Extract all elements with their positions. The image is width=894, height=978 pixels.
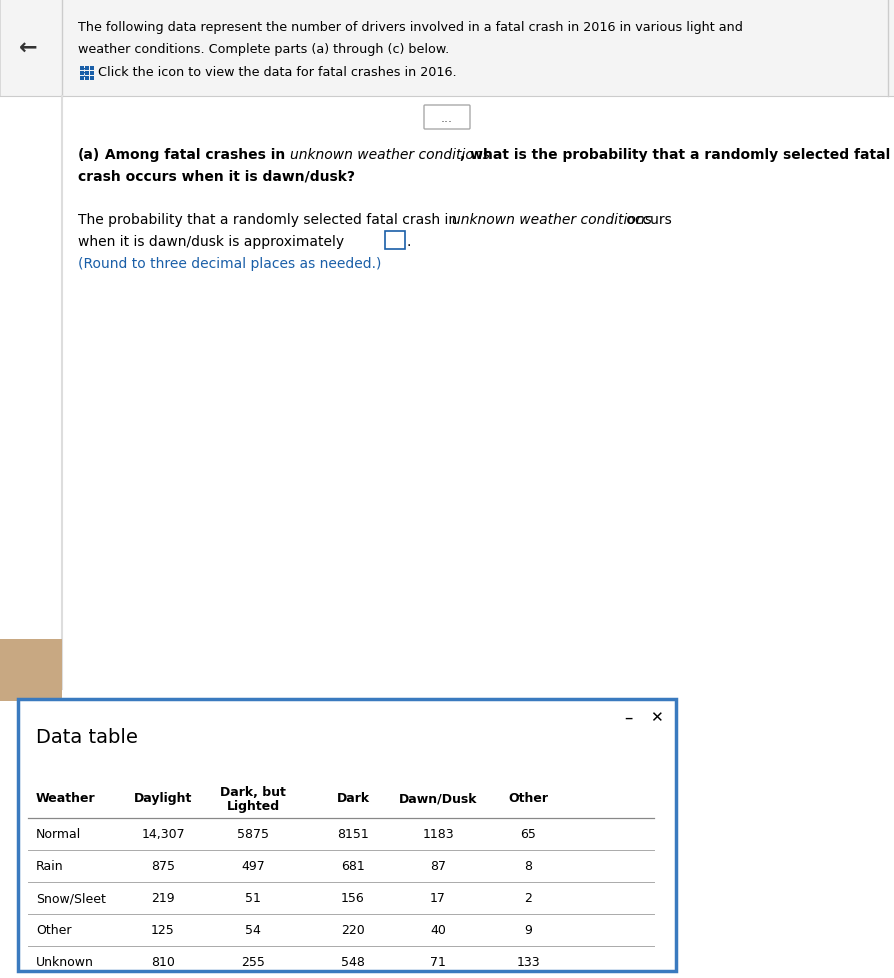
Text: 17: 17 xyxy=(430,892,446,905)
Text: 71: 71 xyxy=(430,956,446,968)
Text: 54: 54 xyxy=(245,923,261,937)
Bar xyxy=(80,67,84,71)
Text: Weather: Weather xyxy=(36,791,96,805)
Text: 65: 65 xyxy=(520,827,536,841)
Text: 8: 8 xyxy=(524,860,532,872)
Text: Unknown: Unknown xyxy=(36,956,94,968)
Text: 681: 681 xyxy=(342,860,365,872)
Text: weather conditions. Complete parts (a) through (c) below.: weather conditions. Complete parts (a) t… xyxy=(78,43,450,57)
Text: 133: 133 xyxy=(516,956,540,968)
Bar xyxy=(85,72,89,76)
Text: (Round to three decimal places as needed.): (Round to three decimal places as needed… xyxy=(78,257,382,271)
Text: 1183: 1183 xyxy=(422,827,454,841)
Text: 5875: 5875 xyxy=(237,827,269,841)
Text: Daylight: Daylight xyxy=(134,791,192,805)
Text: 2: 2 xyxy=(524,892,532,905)
Text: 8151: 8151 xyxy=(337,827,369,841)
Text: unknown weather conditions: unknown weather conditions xyxy=(452,213,652,227)
Text: Rain: Rain xyxy=(36,860,63,872)
Text: Dark, but: Dark, but xyxy=(220,785,286,799)
Text: occurs: occurs xyxy=(622,213,671,227)
Text: Other: Other xyxy=(36,923,72,937)
Text: 497: 497 xyxy=(241,860,265,872)
Text: Click the icon to view the data for fatal crashes in 2016.: Click the icon to view the data for fata… xyxy=(98,67,457,79)
Text: Lighted: Lighted xyxy=(226,800,280,813)
Text: 9: 9 xyxy=(524,923,532,937)
Text: 156: 156 xyxy=(342,892,365,905)
Text: 810: 810 xyxy=(151,956,175,968)
Text: The following data represent the number of drivers involved in a fatal crash in : The following data represent the number … xyxy=(78,22,743,34)
Bar xyxy=(80,72,84,76)
Bar xyxy=(385,232,405,249)
Bar xyxy=(90,67,94,71)
Text: (a): (a) xyxy=(78,148,100,161)
Text: .: . xyxy=(407,235,411,248)
Bar xyxy=(90,77,94,81)
Bar xyxy=(0,640,62,701)
Bar xyxy=(80,77,84,81)
Text: ⋮: ⋮ xyxy=(78,67,89,78)
Bar xyxy=(85,77,89,81)
Text: Dark: Dark xyxy=(336,791,369,805)
Text: 40: 40 xyxy=(430,923,446,937)
Text: Dawn/Dusk: Dawn/Dusk xyxy=(399,791,477,805)
Bar xyxy=(90,72,94,76)
Text: Snow/Sleet: Snow/Sleet xyxy=(36,892,105,905)
Text: when it is dawn/dusk is approximately: when it is dawn/dusk is approximately xyxy=(78,235,344,248)
Text: –: – xyxy=(624,708,632,727)
Text: unknown weather conditions: unknown weather conditions xyxy=(290,148,490,161)
Text: Among fatal crashes in: Among fatal crashes in xyxy=(100,148,291,161)
Text: 255: 255 xyxy=(241,956,265,968)
Bar xyxy=(0,0,894,97)
Text: The probability that a randomly selected fatal crash in: The probability that a randomly selected… xyxy=(78,213,461,227)
Bar xyxy=(85,67,89,71)
Text: 125: 125 xyxy=(151,923,175,937)
Text: 548: 548 xyxy=(342,956,365,968)
Text: crash occurs when it is dawn/dusk?: crash occurs when it is dawn/dusk? xyxy=(78,170,355,184)
FancyBboxPatch shape xyxy=(424,106,470,130)
Text: ✕: ✕ xyxy=(650,710,662,725)
Text: , what is the probability that a randomly selected fatal: , what is the probability that a randoml… xyxy=(460,148,890,161)
Text: 219: 219 xyxy=(151,892,175,905)
Text: 87: 87 xyxy=(430,860,446,872)
Bar xyxy=(18,699,676,971)
Text: Normal: Normal xyxy=(36,827,81,841)
Text: 14,307: 14,307 xyxy=(141,827,185,841)
Text: ...: ... xyxy=(441,111,453,124)
Text: Other: Other xyxy=(508,791,548,805)
Text: 220: 220 xyxy=(342,923,365,937)
Text: 51: 51 xyxy=(245,892,261,905)
Text: 875: 875 xyxy=(151,860,175,872)
Text: Data table: Data table xyxy=(36,728,138,747)
Text: ←: ← xyxy=(19,38,38,58)
